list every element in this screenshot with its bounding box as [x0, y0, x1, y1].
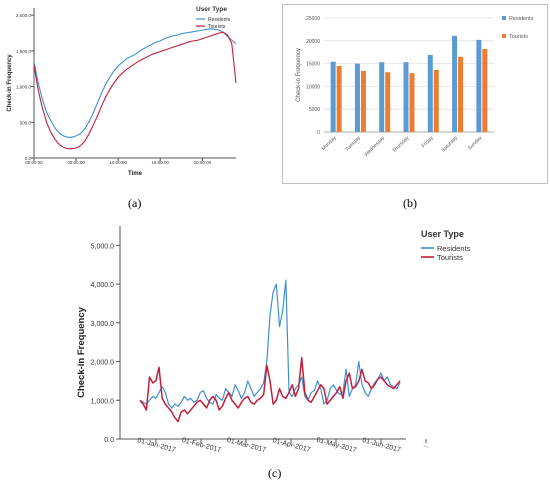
bar-residents-sunday	[476, 39, 482, 132]
bar-tourists-wednesday	[385, 72, 391, 132]
y-tick-label: 0.0	[25, 156, 32, 161]
panel-label-b: (b)	[403, 196, 417, 210]
y-tick-label: 1,000.0	[91, 398, 114, 405]
legend-swatch-tourists	[502, 34, 506, 38]
y-tick-label: 5000	[309, 107, 320, 113]
y-axis-title: Check-in Frequency	[296, 48, 302, 102]
legend-label-residents: Residents	[437, 244, 471, 253]
series-line-tourists	[33, 31, 237, 150]
y-tick-label: 1,000.0	[16, 85, 32, 90]
panel-label-c: (c)	[268, 466, 282, 480]
y-tick-label: 3,000.0	[91, 321, 114, 328]
legend-title: User Type	[421, 229, 464, 239]
x-tick-label: 20:00:00	[194, 160, 212, 165]
y-tick-label: 10000	[306, 84, 320, 90]
bar-tourists-tuesday	[360, 70, 366, 132]
y-tick-label: 2,000.0	[16, 13, 32, 18]
series-line-residents	[139, 279, 401, 409]
y-tick-label: 0	[317, 130, 320, 136]
y-tick-label: 4,000.0	[91, 282, 114, 289]
y-tick-label: 0.0	[104, 437, 114, 444]
chart-a: 0.0 500.0 1,000.0 1,500.0 2,000.0 00:00:00 05:…	[7, 6, 237, 177]
legend-label-tourists: Tourists	[509, 34, 528, 40]
panel-label-a: (a)	[128, 196, 142, 210]
x-axis-title: Time	[128, 171, 143, 177]
bar-residents-monday	[330, 61, 336, 132]
bar-tourists-saturday	[458, 56, 464, 133]
bar-residents-tuesday	[354, 63, 360, 132]
y-tick-label: 500.0	[20, 120, 32, 125]
y-tick-label: 2,000.0	[91, 360, 114, 367]
x-tick-label: 00:00:00	[25, 160, 43, 165]
bar-residents-friday	[427, 54, 433, 132]
x-tick-label: 15:00:00	[151, 160, 169, 165]
x-tick-label: 10:00:00	[109, 160, 127, 165]
series-line-residents	[33, 28, 237, 138]
x-tick-label: 05:00:00	[67, 160, 85, 165]
chart-frame	[282, 4, 548, 184]
chart-c: 0.01,000.02,000.03,000.04,000.05,000.001…	[76, 226, 471, 454]
y-tick-label: 25000	[306, 16, 320, 22]
bar-residents-wednesday	[379, 62, 385, 133]
bar-tourists-sunday	[482, 49, 488, 133]
legend-label-tourists: Tourists	[437, 253, 463, 262]
bar-residents-saturday	[452, 35, 458, 133]
legend-label-residents: Residents	[208, 17, 231, 23]
y-tick-label: 15000	[306, 62, 320, 68]
bar-tourists-friday	[433, 69, 439, 132]
y-tick-label: 1,500.0	[16, 49, 32, 54]
y-tick-label: 5,000.0	[91, 243, 114, 250]
y-axis-title: Check-in Frequency	[7, 54, 13, 112]
legend-label-tourists: Tourists	[208, 24, 226, 30]
bar-tourists-thursday	[409, 73, 415, 132]
series-line-tourists	[139, 356, 401, 423]
x-tick-label: ...	[423, 441, 431, 449]
legend-title: User Type	[196, 6, 227, 13]
legend-label-residents: Residents	[509, 16, 534, 22]
bar-tourists-monday	[336, 65, 342, 132]
bar-residents-thursday	[403, 62, 409, 133]
legend-swatch-residents	[502, 16, 506, 20]
y-axis-title: Check-in Frequency	[76, 306, 87, 398]
y-tick-label: 20000	[306, 39, 320, 45]
